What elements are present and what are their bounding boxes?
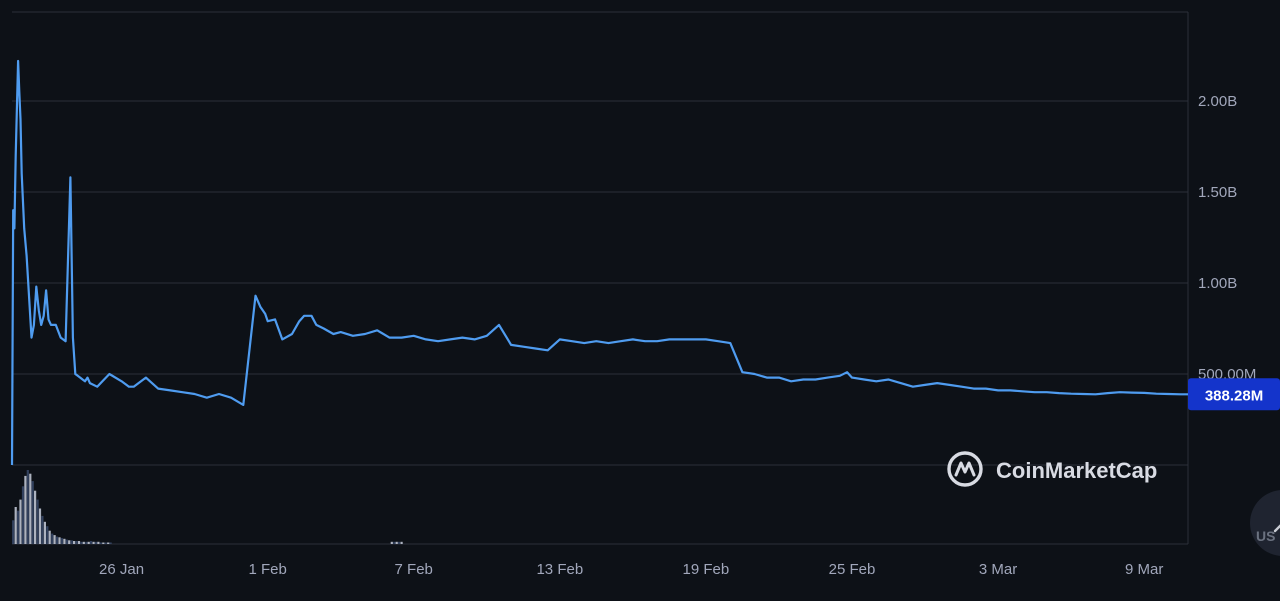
- last-value-badge-bg: [1188, 378, 1280, 411]
- volume-bar: [46, 526, 49, 544]
- volume-bar: [73, 541, 76, 544]
- volume-bar: [390, 541, 393, 544]
- volume-bar: [24, 475, 27, 544]
- volume-bar: [43, 521, 46, 544]
- volume-bar: [34, 490, 37, 544]
- volume-bar: [398, 541, 401, 544]
- x-axis: 26 Jan 1 Feb 7 Feb 13 Feb 19 Feb 25 Feb 3 Mar 9…: [99, 561, 1163, 578]
- volume-bar: [14, 507, 17, 544]
- volume-bar: [109, 542, 112, 544]
- coinmarketcap-logo-icon: [947, 451, 983, 487]
- currency-button-label: US: [1256, 528, 1276, 544]
- volume-bar: [77, 541, 81, 544]
- volume-bar: [85, 541, 88, 544]
- x-tick-label: 13 Feb: [536, 561, 583, 578]
- volume-bar: [65, 539, 68, 544]
- volume-bar: [48, 530, 51, 544]
- x-tick-label: 19 Feb: [683, 561, 730, 578]
- volume-bar: [29, 473, 32, 544]
- x-tick-label: 26 Jan: [99, 561, 144, 578]
- volume-bar: [82, 541, 85, 544]
- x-tick-label: 3 Mar: [979, 561, 1017, 578]
- volume-bar: [75, 541, 78, 544]
- volume-bar: [19, 499, 22, 544]
- volume-bar: [102, 542, 105, 544]
- x-tick-label: 9 Mar: [1125, 561, 1163, 578]
- volume-bar: [104, 542, 107, 544]
- watermark: CoinMarketCap: [947, 451, 1157, 487]
- y-tick-label: 1.50B: [1198, 184, 1237, 201]
- volume-bar: [58, 537, 61, 544]
- grid-lines: [12, 11, 1189, 545]
- volume-bar: [38, 508, 42, 544]
- pencil-icon: [1273, 524, 1280, 533]
- volume-bar: [21, 486, 25, 544]
- volume-bar: [26, 470, 29, 544]
- volume-bar: [80, 541, 83, 544]
- volume-bar: [36, 499, 39, 544]
- volume-bar: [41, 515, 44, 544]
- volume-bar: [70, 540, 73, 544]
- x-tick-label: 25 Feb: [829, 561, 876, 578]
- series-line: [10, 59, 1188, 466]
- volume-bar: [60, 538, 63, 544]
- volume-bar: [31, 481, 34, 544]
- y-tick-label: 2.00B: [1198, 93, 1237, 110]
- volume-bar: [99, 542, 102, 544]
- last-value-label: 388.28M: [1205, 387, 1263, 404]
- volume-bar: [395, 541, 398, 544]
- x-tick-label: 7 Feb: [395, 561, 433, 578]
- volume-bar: [400, 541, 403, 544]
- volume-bar: [12, 520, 15, 544]
- volume-bar: [87, 541, 90, 544]
- volume-bar: [107, 542, 110, 544]
- x-tick-label: 1 Feb: [248, 561, 286, 578]
- volume-bar: [68, 540, 71, 544]
- last-value-badge: 388.28M: [1188, 378, 1280, 411]
- volume-bar: [17, 510, 20, 544]
- volume-bar: [94, 541, 98, 544]
- volume-bar: [55, 536, 59, 544]
- watermark-text: CoinMarketCap: [996, 458, 1157, 483]
- volume-bar: [53, 535, 56, 544]
- volume-bar: [51, 533, 54, 544]
- volume-bar: [97, 541, 100, 544]
- volume-bar: [92, 541, 95, 544]
- y-tick-label: 1.00B: [1198, 275, 1237, 292]
- volume-bar: [393, 541, 396, 544]
- volume-bar: [63, 538, 66, 544]
- volume-bars: [12, 470, 403, 544]
- volume-bar: [90, 541, 93, 544]
